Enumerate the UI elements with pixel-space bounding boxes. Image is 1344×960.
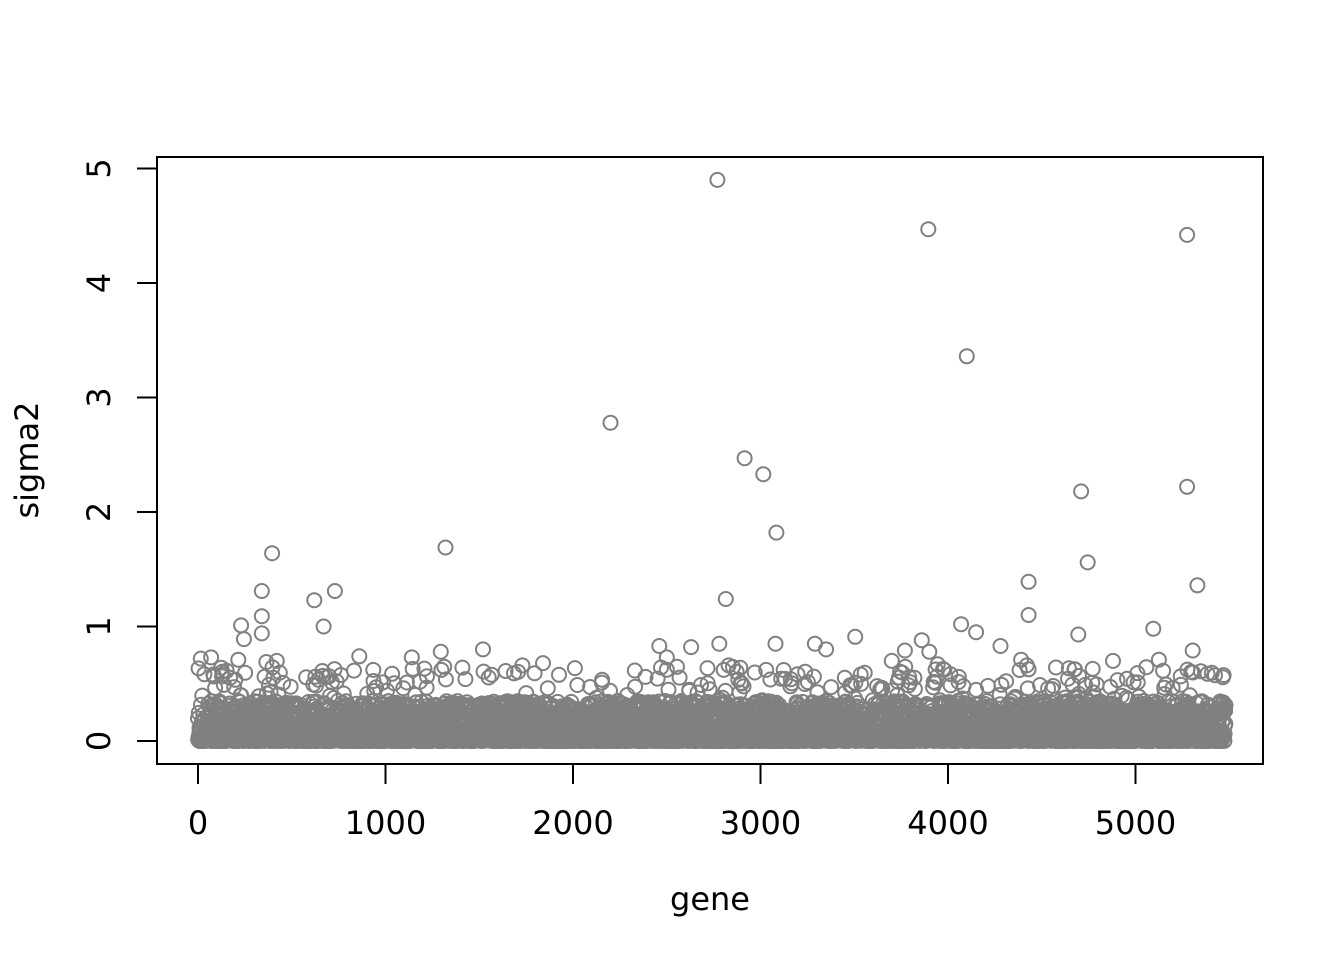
data-point	[480, 669, 497, 686]
data-point	[669, 658, 685, 675]
data-point	[271, 664, 288, 681]
data-point	[375, 674, 392, 691]
data-point	[433, 661, 450, 678]
data-point	[998, 673, 1015, 690]
data-point	[569, 677, 586, 693]
data-point	[386, 675, 403, 692]
data-point	[275, 674, 292, 691]
data-point	[419, 668, 435, 685]
data-point	[237, 664, 254, 681]
data-point	[539, 680, 556, 697]
data-point	[454, 659, 471, 676]
data-point	[566, 660, 583, 677]
data-points	[190, 171, 1234, 749]
data-point	[637, 668, 654, 685]
data-point	[437, 671, 454, 688]
data-point	[649, 670, 666, 687]
data-point	[483, 666, 500, 683]
data-point	[457, 671, 474, 688]
data-point	[404, 660, 421, 677]
data-point	[346, 662, 362, 679]
data-point	[196, 666, 213, 683]
data-point	[1048, 659, 1064, 676]
data-point	[497, 663, 514, 679]
data-point	[594, 671, 611, 688]
data-point	[526, 665, 543, 682]
data-point	[384, 665, 401, 682]
data-point	[416, 660, 433, 677]
data-point	[626, 662, 643, 679]
data-point	[365, 661, 382, 678]
data-point	[658, 661, 675, 678]
data-point	[627, 678, 644, 695]
data-point	[671, 669, 688, 686]
data-point	[282, 678, 299, 695]
data-point	[693, 677, 709, 693]
data-point	[551, 666, 567, 683]
data-point	[418, 679, 435, 696]
data-point	[436, 658, 453, 675]
data-point	[1084, 660, 1101, 677]
data-point	[699, 660, 716, 677]
data-point	[993, 676, 1010, 693]
data-point	[689, 684, 706, 701]
data-point	[823, 679, 840, 696]
data-point	[190, 660, 207, 677]
